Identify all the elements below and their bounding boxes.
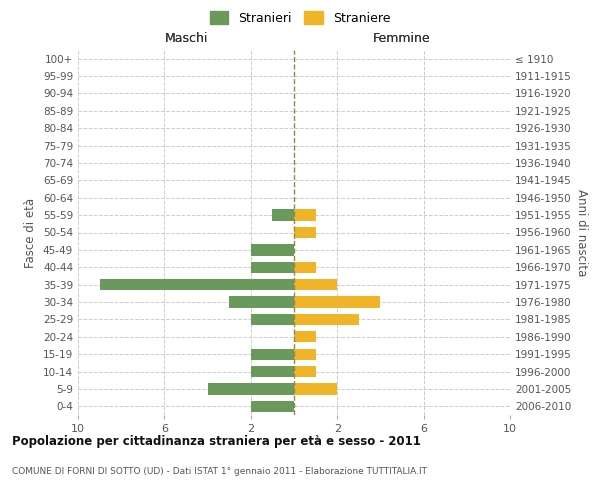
Text: Maschi: Maschi [164,32,208,45]
Bar [294,279,337,290]
Text: Femmine: Femmine [373,32,431,45]
Bar [294,227,316,238]
Bar [251,348,294,360]
Text: COMUNE DI FORNI DI SOTTO (UD) - Dati ISTAT 1° gennaio 2011 - Elaborazione TUTTIT: COMUNE DI FORNI DI SOTTO (UD) - Dati IST… [12,468,427,476]
Text: Popolazione per cittadinanza straniera per età e sesso - 2011: Popolazione per cittadinanza straniera p… [12,435,421,448]
Bar [294,384,337,394]
Bar [251,366,294,377]
Y-axis label: Fasce di età: Fasce di età [25,198,37,268]
Bar [294,210,316,221]
Bar [294,366,316,377]
Bar [294,296,380,308]
Legend: Stranieri, Straniere: Stranieri, Straniere [205,6,395,30]
Bar [208,384,294,394]
Bar [272,210,294,221]
Bar [229,296,294,308]
Bar [251,244,294,256]
Bar [251,262,294,273]
Bar [100,279,294,290]
Bar [294,314,359,325]
Bar [251,314,294,325]
Bar [294,348,316,360]
Bar [294,262,316,273]
Text: Femmine: Femmine [373,32,431,45]
Bar [294,331,316,342]
Bar [251,400,294,412]
Text: Maschi: Maschi [164,32,208,45]
Y-axis label: Anni di nascita: Anni di nascita [575,189,588,276]
